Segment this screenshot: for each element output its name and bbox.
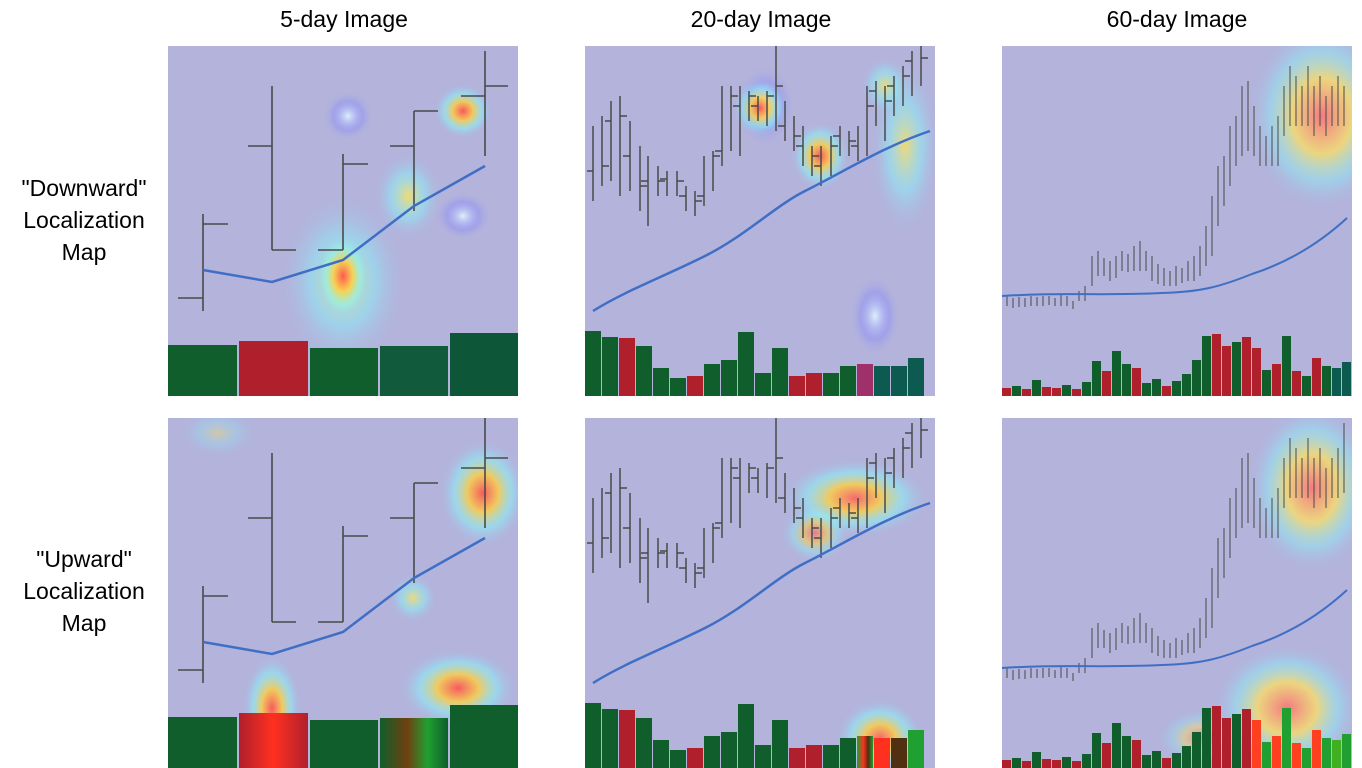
upward-map-20-day xyxy=(585,418,935,768)
heatmap-price-chart xyxy=(168,46,518,396)
row-label-downward: "Downward" Localization Map xyxy=(0,172,168,268)
row-label-upward-line1: "Upward" xyxy=(36,546,132,572)
upward-map-5-day xyxy=(168,418,518,768)
row-label-upward: "Upward" Localization Map xyxy=(0,543,168,639)
downward-map-20-day xyxy=(585,46,935,396)
heatmap-price-chart xyxy=(585,46,935,396)
row-label-upward-line2: Localization xyxy=(23,578,145,604)
upward-map-60-day xyxy=(1002,418,1352,768)
row-label-upward-line3: Map xyxy=(61,610,107,636)
heatmap-price-chart xyxy=(585,418,935,768)
downward-map-60-day xyxy=(1002,46,1352,396)
row-label-downward-line2: Localization xyxy=(23,207,145,233)
heatmap-price-chart xyxy=(1002,46,1352,396)
column-title-60-day: 60-day Image xyxy=(1106,6,1248,32)
row-label-downward-line3: Map xyxy=(61,239,107,265)
column-title-20-day: 20-day Image xyxy=(690,6,832,32)
row-label-downward-line1: "Downward" xyxy=(21,175,147,201)
column-title-5-day: 5-day Image xyxy=(280,6,408,32)
heatmap-price-chart xyxy=(168,418,518,768)
heatmap-price-chart xyxy=(1002,418,1352,768)
downward-map-5-day xyxy=(168,46,518,396)
